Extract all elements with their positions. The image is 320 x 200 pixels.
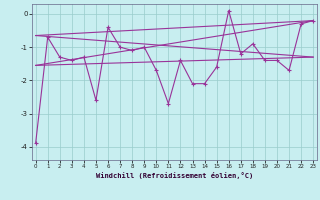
X-axis label: Windchill (Refroidissement éolien,°C): Windchill (Refroidissement éolien,°C) — [96, 172, 253, 179]
